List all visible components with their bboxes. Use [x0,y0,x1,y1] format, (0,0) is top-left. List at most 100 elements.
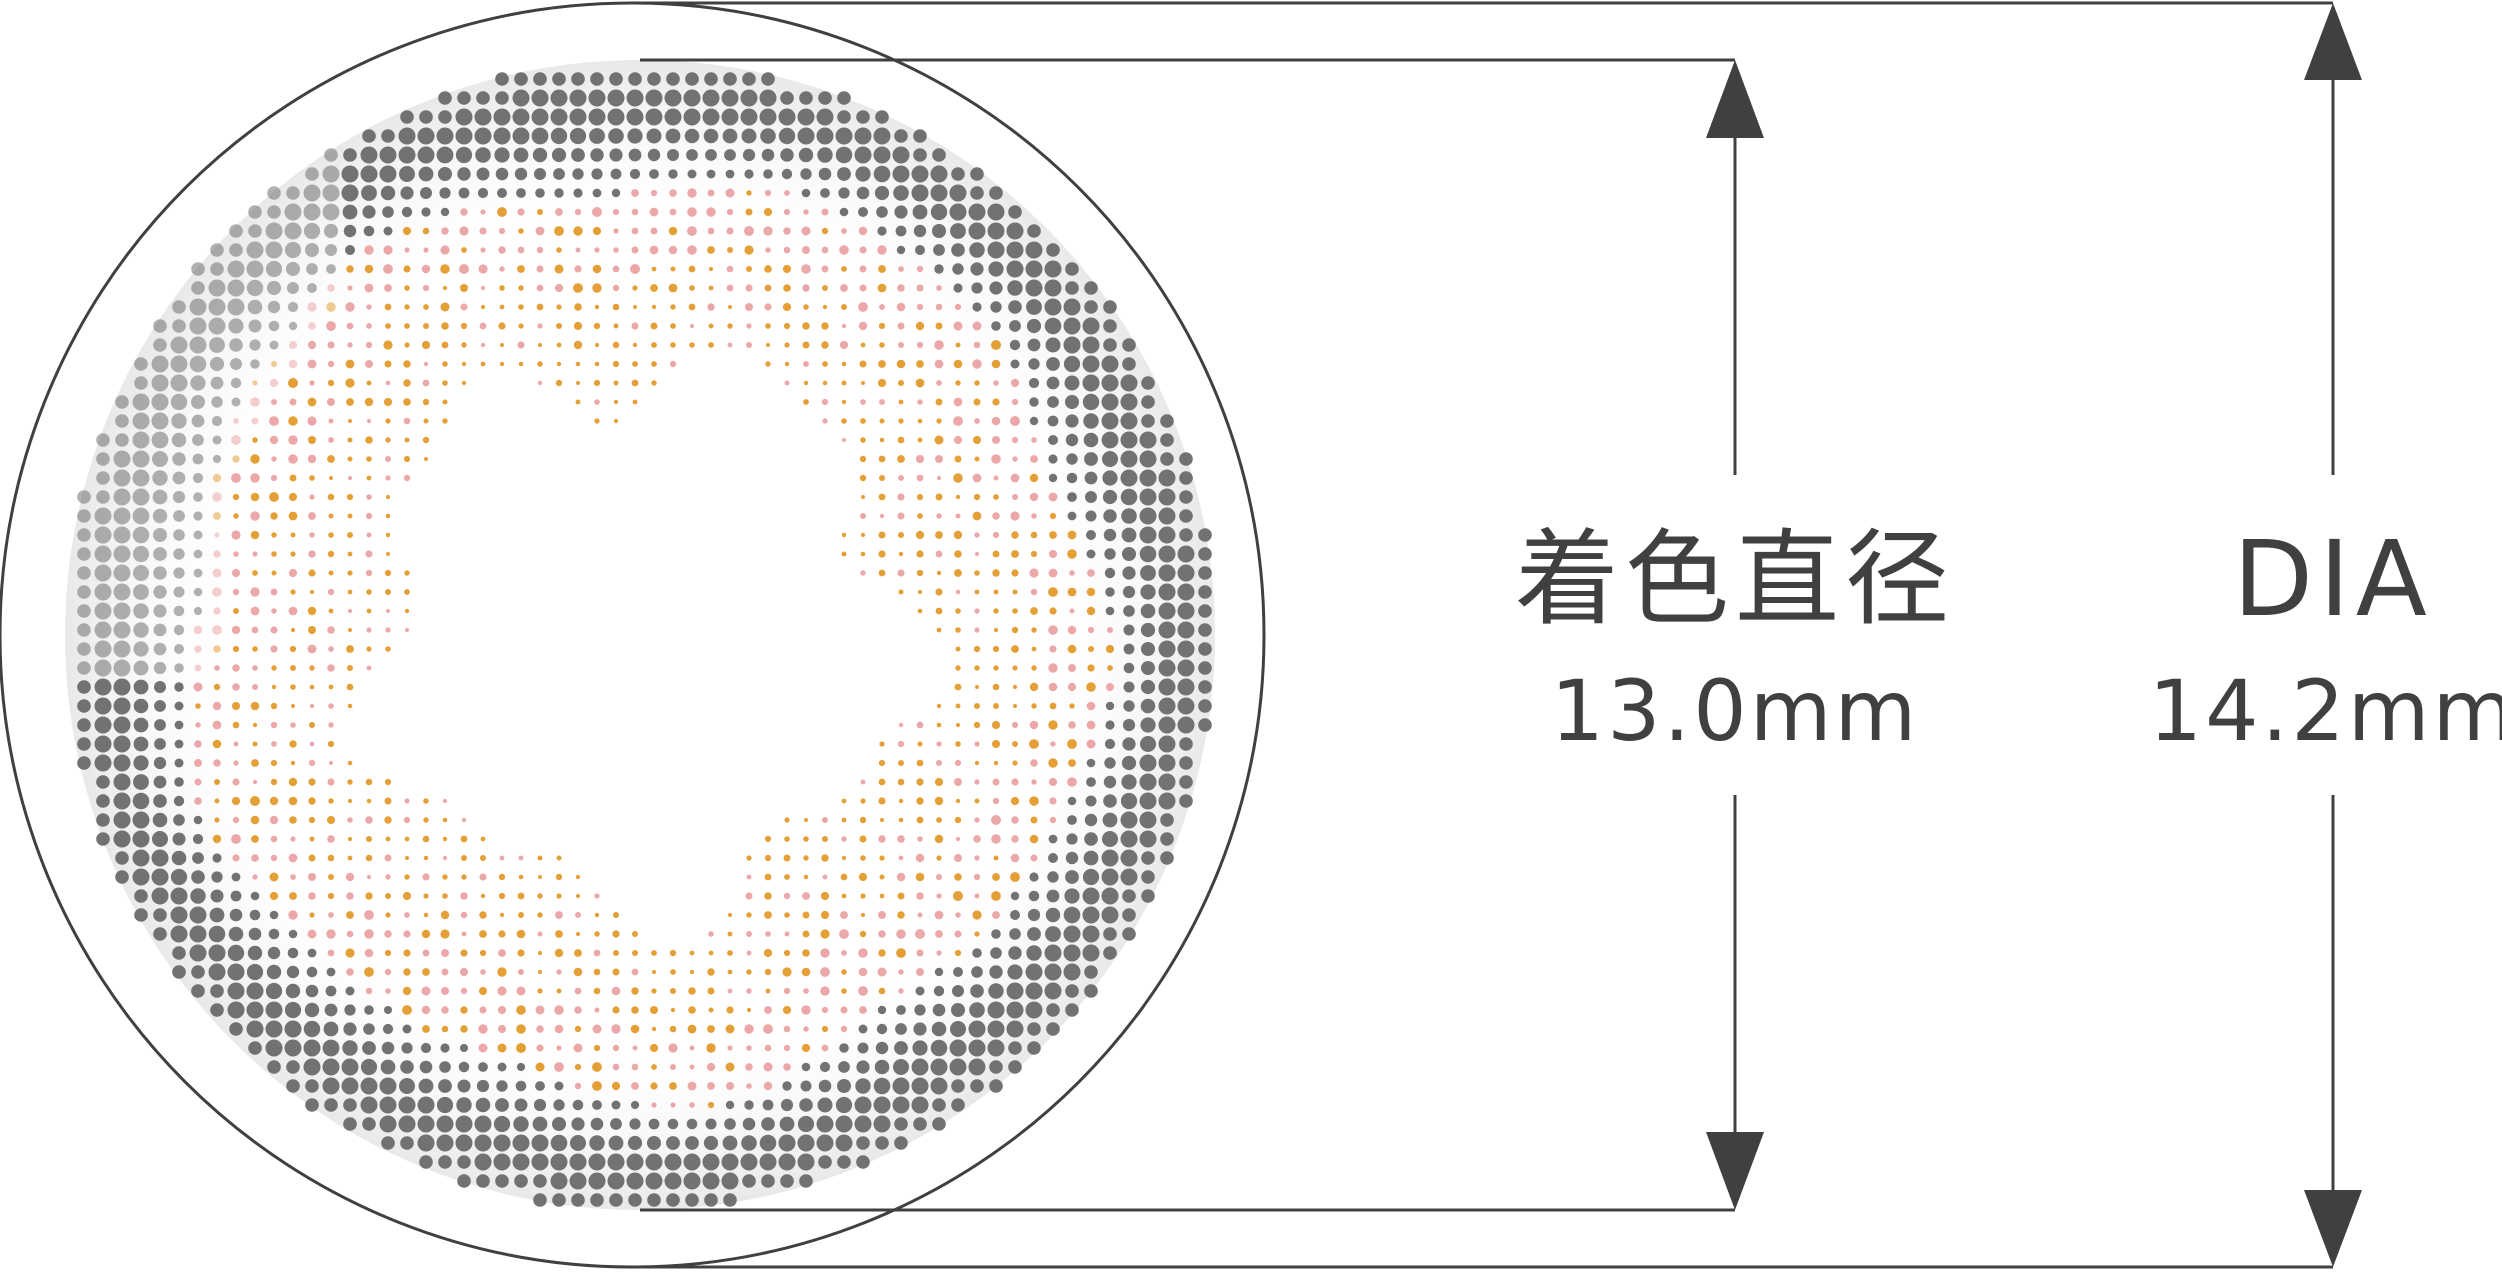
tint-dot [917,912,923,918]
tint-dot [309,532,315,538]
tint-dot [1067,739,1077,749]
tint-dot [590,72,604,86]
tint-dot [366,836,372,842]
tint-dot [307,302,317,312]
tint-dot [632,931,638,937]
tint-dot [1031,703,1037,709]
tint-dot [288,378,298,388]
tint-dot [801,188,811,198]
tint-dot [861,495,865,499]
tint-dot [1082,944,1100,962]
tint-dot [459,264,469,274]
tint-dot [212,435,222,445]
tint-dot [761,1117,775,1131]
tint-dot [765,323,771,329]
tint-dot [385,513,391,519]
tint-dot [495,91,509,105]
tint-dot [969,242,985,258]
tint-dot [746,1007,752,1013]
tint-dot [993,494,999,500]
tint-dot [1177,678,1195,696]
tint-dot [1101,412,1119,430]
tint-dot [835,1115,853,1133]
tint-dot [1158,792,1176,810]
tint-dot [556,342,562,348]
tint-dot [328,703,334,709]
tint-dot [688,1006,696,1014]
tint-dot [172,490,186,504]
tint-dot [917,741,923,747]
tint-dot [1087,664,1095,672]
tint-dot [366,380,372,386]
tint-dot [324,1098,338,1112]
tint-dot [646,128,662,144]
tint-dot [442,874,448,880]
tint-dot [1067,777,1077,787]
tint-dot [474,1115,492,1133]
tint-dot [459,967,469,977]
tint-dot [328,912,334,918]
tint-dot [289,816,297,824]
tint-dot [683,89,701,107]
tint-dot [689,285,695,291]
tint-dot [1067,492,1077,502]
tint-dot [252,874,258,880]
tint-dot [1048,682,1058,692]
tint-dot [360,146,378,164]
tint-dot [724,1118,736,1130]
tint-dot [402,891,412,901]
tint-dot [151,393,169,411]
tint-dot [420,1042,432,1054]
tint-dot [668,283,678,293]
tint-dot [1008,1060,1022,1074]
tint-dot [1010,511,1020,521]
tint-dot [725,1024,735,1034]
tint-dot [893,185,909,201]
tint-dot [77,737,91,751]
tint-dot [934,340,944,350]
tint-dot [1048,454,1058,464]
tint-dot [248,1041,262,1055]
tint-dot [1158,564,1176,582]
tint-dot [172,946,186,960]
tint-dot [858,207,868,217]
tint-dot [248,205,262,219]
tint-dot [936,760,942,766]
tint-dot [740,1153,758,1171]
tint-dot [286,1079,300,1093]
tint-dot [840,284,848,292]
tint-dot [133,774,149,790]
tint-dot [1049,531,1057,539]
tint-dot [607,1153,625,1171]
tint-dot [362,129,376,143]
tint-dot [666,1193,680,1207]
tint-dot [574,949,582,957]
tint-dot [133,660,149,676]
tint-dot [936,475,942,481]
tint-dot [746,950,752,956]
tint-dot [455,108,473,126]
tint-dot [575,931,581,937]
tint-dot [687,188,697,198]
tint-dot [974,741,980,747]
tint-dot [173,548,185,560]
tint-dot [265,1001,283,1019]
tint-dot [499,912,505,918]
tint-dot [531,1134,549,1152]
tint-dot [1048,473,1058,483]
tint-dot [860,418,866,424]
tint-dot [442,798,448,804]
tint-dot [821,227,829,235]
tint-dot [174,720,184,730]
tint-dot [270,645,278,653]
tint-dot [1104,757,1116,769]
tint-dot [347,817,353,823]
tint-dot [189,298,207,316]
tint-dot [308,759,316,767]
tint-dot [879,304,885,310]
tint-dot [153,623,167,637]
tint-dot [839,207,849,217]
tint-dot [1068,721,1076,729]
tint-dot [973,398,981,406]
tint-dot [232,645,240,653]
